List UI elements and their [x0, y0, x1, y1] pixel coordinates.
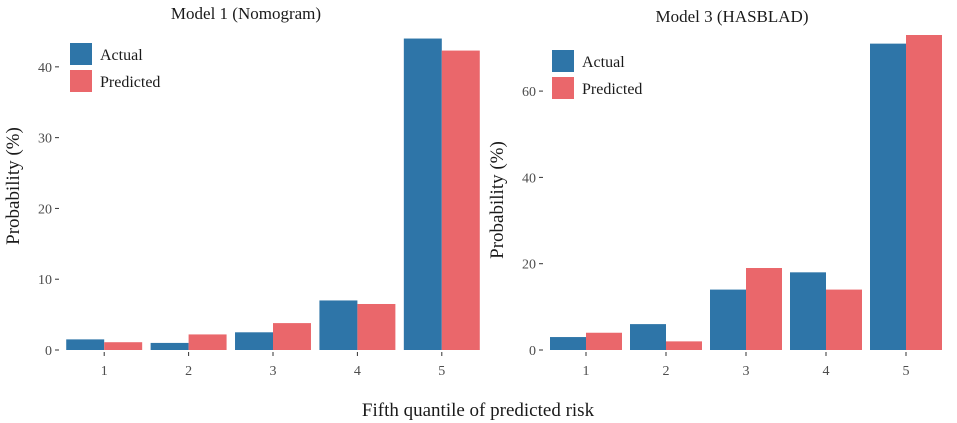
chart-panel-model-3: Model 3 (HASBLAD) Probability (%) 0 20 40 6…	[487, 7, 942, 379]
y-tick-label: 40	[522, 171, 536, 186]
bar-predicted-2	[666, 341, 702, 350]
x-tick-label: 5	[903, 364, 910, 379]
x-tick-label: 2	[185, 364, 192, 379]
y-axis: 0 10 20 30 40	[38, 61, 59, 359]
bar-predicted-5	[906, 35, 942, 350]
bar-actual-1	[550, 337, 586, 350]
y-tick-label: 20	[522, 258, 536, 273]
bar-actual-1	[66, 339, 105, 350]
bars	[66, 38, 480, 350]
legend-label-predicted: Predicted	[582, 81, 642, 98]
legend-swatch-predicted	[552, 77, 574, 99]
bars	[550, 35, 942, 350]
bar-actual-4	[319, 300, 358, 350]
legend: Actual Predicted	[70, 43, 160, 92]
chart-title: Model 1 (Nomogram)	[171, 4, 321, 23]
y-tick-label: 0	[45, 344, 52, 359]
x-tick-label: 3	[743, 364, 750, 379]
bar-predicted-2	[188, 334, 227, 350]
chart-panel-model-1: Model 1 (Nomogram) Probability (%) 01020…	[3, 4, 480, 379]
legend-swatch-predicted	[70, 70, 92, 92]
chart-title: Model 3 (HASBLAD)	[656, 7, 809, 26]
y-tick-label: 60	[522, 85, 536, 100]
legend-label-actual: Actual	[100, 47, 143, 64]
x-tick-label: 1	[583, 364, 590, 379]
bar-predicted-4	[826, 289, 862, 350]
legend: Actual Predicted	[552, 50, 642, 99]
bar-actual-2	[150, 342, 189, 350]
x-axis: 1 2 3 4 5	[583, 352, 910, 379]
x-tick-label: 1	[101, 364, 108, 379]
bar-predicted-5	[441, 50, 480, 350]
bar-predicted-1	[104, 342, 143, 350]
y-tick-label: 10	[38, 273, 52, 288]
y-tick-label: 40	[38, 61, 52, 76]
legend-swatch-actual	[70, 43, 92, 65]
bar-actual-3	[710, 289, 746, 350]
bar-predicted-3	[273, 323, 311, 350]
bar-predicted-4	[357, 303, 396, 350]
y-axis: 0 20 40 60	[522, 85, 543, 359]
x-tick-label: 2	[663, 364, 670, 379]
y-tick-label: 30	[38, 132, 52, 147]
x-axis-label: Fifth quantile of predicted risk	[362, 400, 595, 421]
x-tick-label: 4	[823, 364, 830, 379]
x-tick-label: 3	[270, 364, 277, 379]
bar-actual-3	[235, 332, 273, 350]
bar-actual-5	[870, 43, 906, 350]
y-tick-label: 20	[38, 202, 52, 217]
bar-actual-5	[403, 38, 442, 350]
x-axis: 1 2 3 4 5	[101, 352, 445, 379]
x-tick-label: 4	[354, 364, 361, 379]
bar-actual-4	[790, 272, 826, 350]
y-axis-label: Probability (%)	[3, 127, 24, 245]
legend-swatch-actual	[552, 50, 574, 72]
bar-actual-2	[630, 324, 666, 350]
legend-label-actual: Actual	[582, 54, 625, 71]
legend-label-predicted: Predicted	[100, 74, 160, 91]
bar-predicted-1	[586, 332, 622, 350]
y-tick-label: 0	[529, 344, 536, 359]
bar-predicted-3	[746, 268, 782, 350]
x-tick-label: 5	[438, 364, 445, 379]
y-axis-label: Probability (%)	[487, 141, 508, 259]
